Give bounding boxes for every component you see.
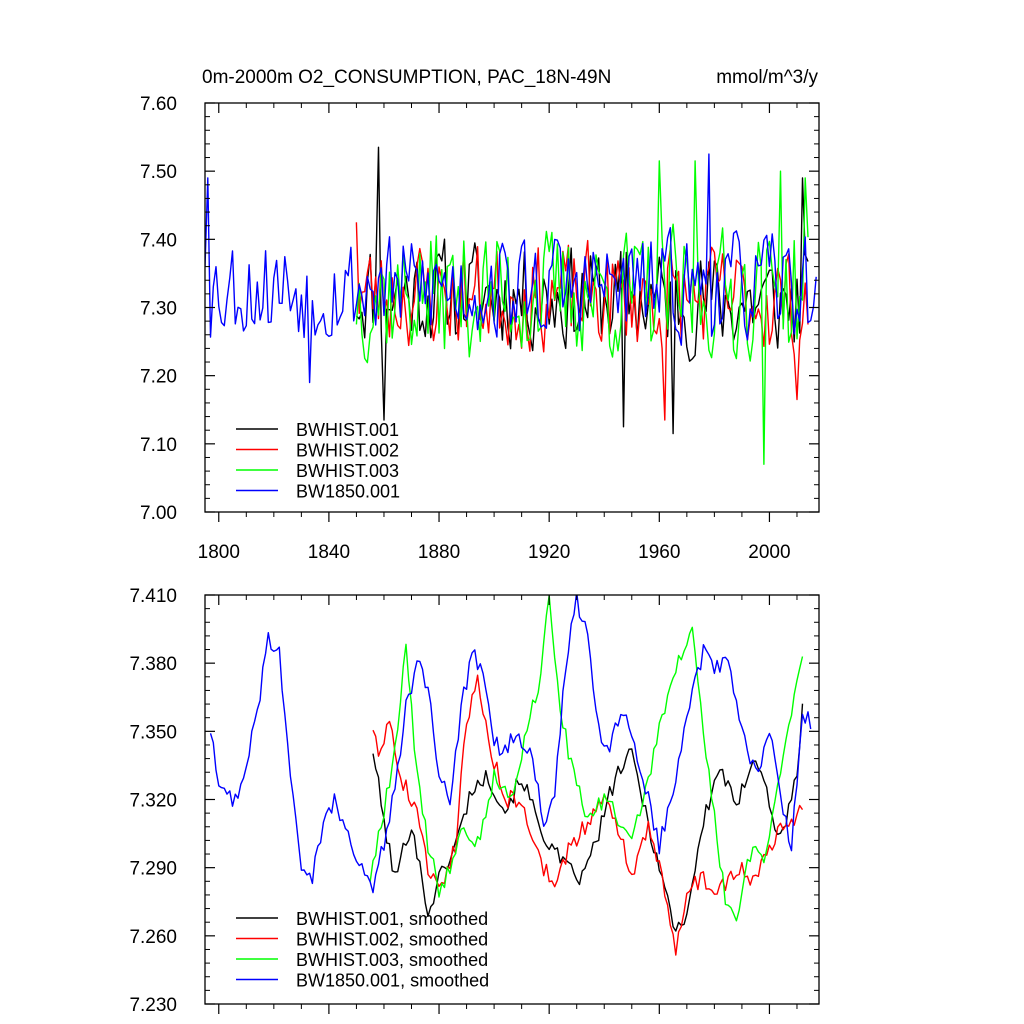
legend-label: BWHIST.003	[296, 461, 399, 481]
x-tick-label: 2000	[748, 542, 790, 563]
x-tick-label: 1840	[308, 542, 350, 563]
y-tick-label: 7.40	[140, 230, 177, 251]
legend-label: BWHIST.003, smoothed	[296, 950, 488, 970]
y-tick-label: 7.60	[140, 94, 177, 115]
legend-label: BW1850.001, smoothed	[296, 971, 489, 991]
y-tick-label: 7.410	[129, 586, 177, 607]
y-tick-label: 7.260	[129, 927, 177, 948]
y-tick-label: 7.230	[129, 995, 177, 1016]
chart-units: mmol/m^3/y	[716, 67, 818, 88]
legend-label: BWHIST.002, smoothed	[296, 930, 488, 950]
y-tick-label: 7.20	[140, 367, 177, 388]
y-tick-label: 7.30	[140, 299, 177, 320]
y-tick-label: 7.380	[129, 654, 177, 675]
y-tick-label: 7.350	[129, 722, 177, 743]
x-tick-label: 1960	[638, 542, 680, 563]
x-tick-label: 1880	[418, 542, 460, 563]
bottom-panel: 7.230 7.260 7.290 7.320 7.350 7.380 7.410 BWHI…	[129, 586, 820, 1016]
legend-label: BWHIST.001	[296, 420, 399, 440]
series-line-4	[209, 595, 812, 894]
series-line-3	[355, 160, 809, 465]
series-line-4	[205, 153, 817, 384]
chart-title: 0m-2000m O2_CONSUMPTION, PAC_18N-49N	[202, 67, 611, 88]
top-panel: 0m-2000m O2_CONSUMPTION, PAC_18N-49N mmo…	[140, 67, 820, 563]
y-tick-label: 7.320	[129, 791, 177, 812]
x-tick-label: 1800	[198, 542, 240, 563]
x-tick-label: 1920	[528, 542, 570, 563]
legend-label: BW1850.001	[296, 482, 400, 502]
legend-label: BWHIST.001, smoothed	[296, 909, 488, 929]
y-tick-label: 7.290	[129, 859, 177, 880]
y-tick-label: 7.00	[140, 503, 177, 524]
series-line-1	[372, 703, 804, 932]
y-tick-label: 7.10	[140, 435, 177, 456]
y-tick-label: 7.50	[140, 162, 177, 183]
series-line-2	[355, 222, 809, 421]
legend-label: BWHIST.002	[296, 441, 399, 461]
series-line-3	[369, 595, 804, 922]
